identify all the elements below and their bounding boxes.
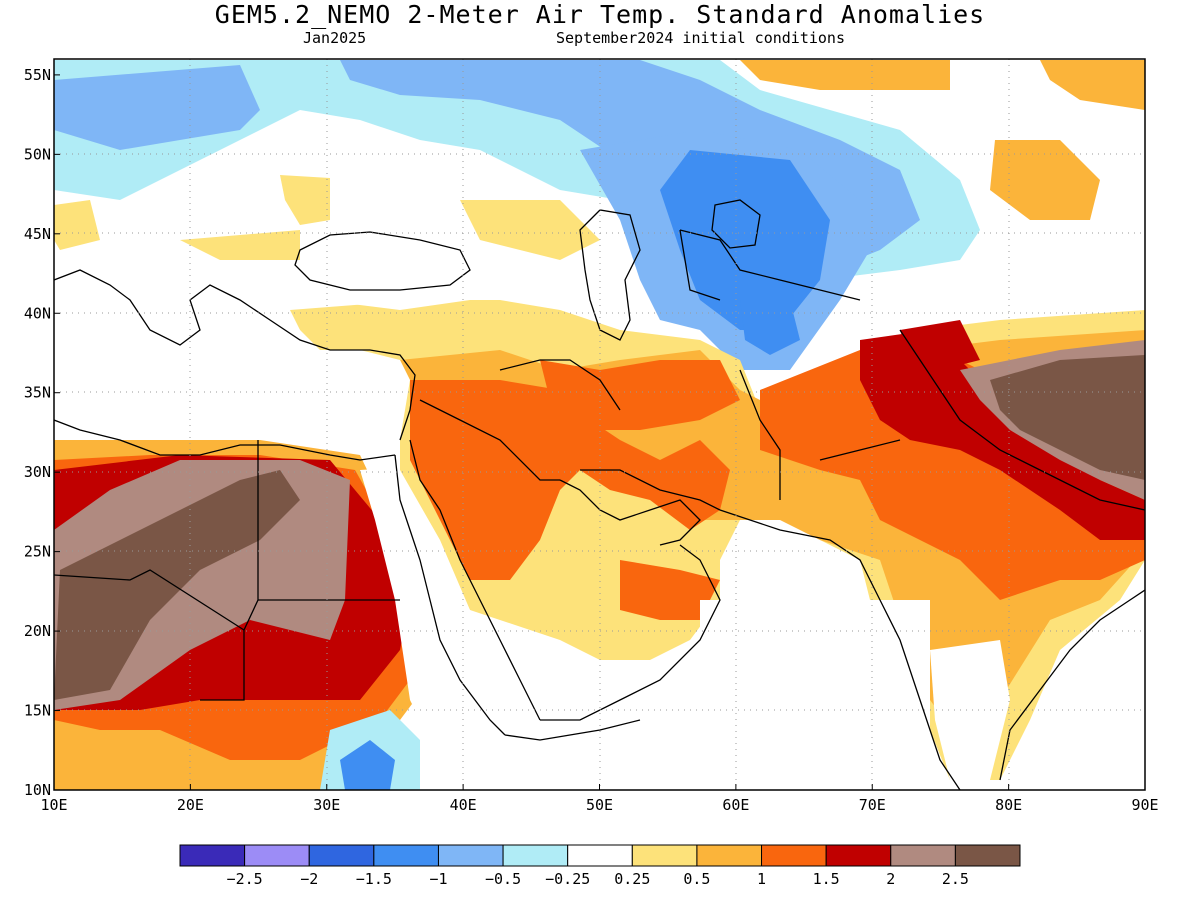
- lat-tick-label: 15N: [24, 702, 51, 720]
- colorbar-tick-label: −1: [429, 870, 447, 888]
- colorbar-swatch: [761, 844, 827, 867]
- lon-tick-label: 30E: [313, 796, 340, 814]
- lat-tick-label: 10N: [24, 781, 51, 799]
- anomaly-field: [54, 59, 1145, 790]
- lat-tick-label: 40N: [24, 304, 51, 322]
- lon-tick-label: 50E: [586, 796, 613, 814]
- colorbar-tick-label: −1.5: [356, 870, 392, 888]
- colorbar-swatch: [502, 844, 569, 867]
- latitude-labels: 10N 15N 20N 25N 30N 35N 40N 45N 50N 55N: [24, 66, 60, 799]
- lon-tick-label: 80E: [995, 796, 1022, 814]
- lon-tick-label: 70E: [859, 796, 886, 814]
- coastlines: [54, 199, 1145, 790]
- colorbar-swatch: [567, 844, 633, 867]
- lon-tick-label: 40E: [450, 796, 477, 814]
- colorbar-swatch: [696, 844, 763, 867]
- lat-tick-label: 45N: [24, 225, 51, 243]
- colorbar-tick-label: −0.5: [485, 870, 521, 888]
- colorbar-tick-label: 2.5: [942, 870, 969, 888]
- lat-tick-label: 50N: [24, 145, 51, 163]
- lon-tick-label: 60E: [722, 796, 749, 814]
- colorbar-tick-label: −0.25: [545, 870, 590, 888]
- colorbar-swatch: [308, 844, 375, 867]
- lat-tick-label: 20N: [24, 622, 51, 640]
- lat-tick-label: 30N: [24, 463, 51, 481]
- valid-month-label: Jan2025: [303, 29, 367, 47]
- colorbar-tick-label: 0.5: [683, 870, 710, 888]
- longitude-labels: 10E 20E 30E 40E 50E 60E 70E 80E 90E: [40, 784, 1159, 814]
- lat-tick-label: 35N: [24, 384, 51, 402]
- colorbar-swatch: [890, 844, 956, 867]
- colorbar-tick-label: 1.5: [813, 870, 840, 888]
- colorbar-swatch: [373, 844, 439, 867]
- colorbar-tick-label: −2.5: [227, 870, 263, 888]
- lon-tick-label: 20E: [177, 796, 204, 814]
- init-conditions-label: September2024 initial conditions: [556, 29, 845, 47]
- colorbar-swatch: [179, 844, 246, 867]
- colorbar-swatch: [954, 844, 1021, 867]
- colorbar-tick-label: 1: [757, 870, 766, 888]
- lat-tick-label: 55N: [24, 66, 51, 84]
- colorbar-swatch: [244, 844, 310, 867]
- colorbar: −2.5 −2 −1.5 −1 −0.5 −0.25 0.25 0.5 1 1.5 2 2.5: [179, 844, 1021, 888]
- colorbar-swatch: [825, 844, 892, 867]
- lon-tick-label: 90E: [1131, 796, 1158, 814]
- colorbar-swatch: [631, 844, 698, 867]
- lon-tick-label: 10E: [40, 796, 67, 814]
- chart-title: GEM5.2_NEMO 2-Meter Air Temp. Standard A…: [214, 0, 986, 29]
- colorbar-swatch: [437, 844, 504, 867]
- colorbar-tick-label: 0.25: [614, 870, 650, 888]
- lat-tick-label: 25N: [24, 543, 51, 561]
- colorbar-tick-label: 2: [886, 870, 895, 888]
- colorbar-tick-label: −2: [300, 870, 318, 888]
